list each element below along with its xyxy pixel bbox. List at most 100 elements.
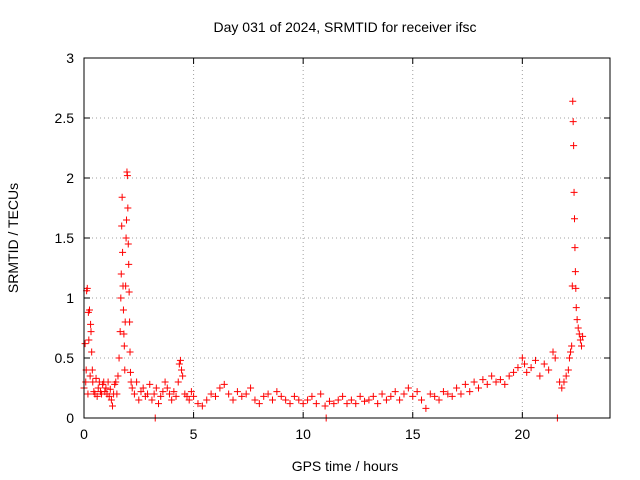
data-point	[216, 384, 224, 392]
data-point	[120, 330, 128, 338]
data-point	[126, 318, 134, 326]
data-point	[308, 392, 316, 400]
data-point	[568, 282, 576, 290]
data-point	[369, 392, 377, 400]
data-point	[317, 390, 325, 398]
data-point	[83, 284, 91, 292]
data-point	[137, 388, 145, 396]
data-point	[435, 396, 443, 404]
data-point	[356, 392, 364, 400]
data-point	[461, 380, 469, 388]
data-point	[374, 400, 382, 408]
data-point	[571, 244, 579, 252]
data-point	[361, 397, 369, 405]
data-point	[133, 378, 141, 386]
data-point	[115, 354, 123, 362]
y-tick-label: 1.5	[55, 230, 75, 246]
data-point	[391, 388, 399, 396]
data-point	[572, 304, 580, 312]
data-point	[118, 193, 126, 201]
data-point	[146, 380, 154, 388]
data-point	[549, 348, 557, 356]
data-point	[135, 396, 143, 404]
data-point	[148, 396, 156, 404]
data-point	[124, 204, 132, 212]
data-point	[536, 372, 544, 380]
data-point	[122, 282, 130, 290]
data-point	[117, 294, 125, 302]
data-point	[570, 215, 578, 223]
data-point	[161, 378, 169, 386]
data-point	[116, 328, 124, 336]
data-point	[117, 270, 125, 278]
data-point	[203, 396, 211, 404]
data-point	[290, 392, 298, 400]
data-point	[277, 392, 285, 400]
data-point	[112, 378, 120, 386]
data-point	[82, 378, 90, 386]
data-point	[212, 392, 219, 400]
y-tick-label: 0.5	[55, 350, 75, 366]
grid-lines	[84, 58, 610, 418]
data-point	[418, 396, 426, 404]
data-point	[187, 388, 195, 396]
data-point	[448, 392, 456, 400]
data-point	[574, 324, 582, 332]
y-tick-label: 3	[66, 50, 74, 66]
data-point	[400, 390, 408, 398]
data-point	[572, 284, 580, 292]
data-point	[155, 400, 163, 408]
data-point	[128, 384, 136, 392]
data-point	[560, 378, 568, 386]
data-point	[501, 380, 509, 388]
data-point	[523, 368, 531, 376]
data-point	[387, 392, 395, 400]
data-point	[85, 306, 93, 314]
data-point	[457, 390, 465, 398]
x-tick-label: 0	[80, 426, 88, 442]
data-point	[86, 372, 94, 380]
data-point	[579, 332, 587, 340]
data-point	[121, 366, 129, 374]
data-point	[567, 348, 575, 356]
data-point	[124, 240, 132, 248]
data-point	[163, 384, 171, 392]
data-point	[108, 402, 116, 410]
data-point	[431, 392, 439, 400]
data-point	[120, 342, 128, 350]
chart-title: Day 031 of 2024, SRMTID for receiver ifs…	[214, 19, 477, 35]
y-axis-label: SRMTID / TECUs	[5, 183, 21, 293]
data-point	[88, 366, 96, 374]
data-point	[255, 400, 263, 408]
data-point	[190, 392, 198, 400]
data-points	[80, 97, 587, 422]
data-point	[492, 378, 500, 386]
data-point	[426, 390, 434, 398]
axis-ticks: 0 5 10 15 20 0 0.5 1 1.5 2 2.5 3	[55, 50, 610, 442]
data-point	[518, 354, 526, 362]
data-point	[347, 396, 355, 404]
data-point	[514, 364, 522, 372]
data-point	[565, 354, 573, 362]
data-point	[105, 392, 113, 400]
data-point	[304, 396, 312, 404]
data-point	[413, 388, 421, 396]
data-point	[174, 378, 182, 386]
data-point	[562, 372, 570, 380]
data-point	[89, 378, 97, 386]
data-point	[352, 400, 360, 408]
x-tick-label: 10	[295, 426, 311, 442]
y-tick-label: 2	[66, 170, 74, 186]
data-point	[178, 366, 186, 374]
data-point	[273, 388, 281, 396]
data-point	[119, 248, 127, 256]
data-point	[569, 97, 577, 105]
data-point	[92, 374, 100, 382]
data-point	[365, 396, 373, 404]
data-point	[570, 142, 578, 150]
data-point	[453, 384, 461, 392]
data-point	[558, 384, 566, 392]
data-point	[286, 400, 294, 408]
data-point	[87, 320, 95, 328]
x-tick-label: 15	[405, 426, 421, 442]
